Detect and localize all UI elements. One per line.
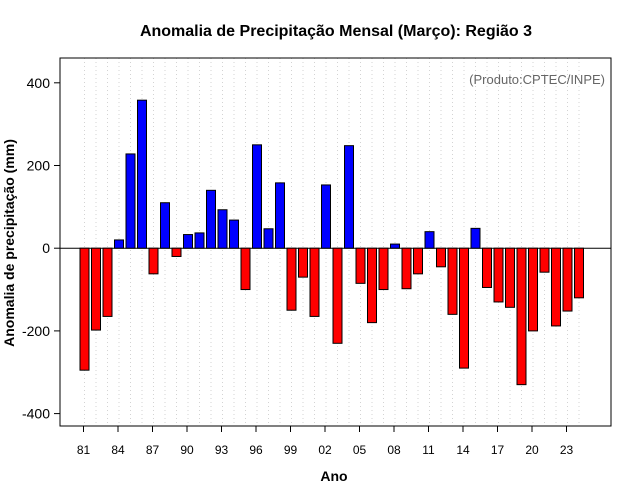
- bar-94: [229, 219, 239, 249]
- bar-12: [436, 247, 446, 268]
- bar-23: [562, 247, 573, 312]
- bar-87: [148, 247, 159, 275]
- bar-98: [275, 182, 285, 249]
- bar-82: [91, 247, 101, 331]
- x-tick-label: 02: [318, 443, 332, 457]
- bar-16: [482, 247, 492, 288]
- bar-84: [114, 239, 124, 249]
- bar-09: [401, 247, 412, 290]
- bar-07: [378, 247, 389, 291]
- x-tick-label: 87: [146, 443, 160, 457]
- bar-85: [125, 153, 136, 249]
- bar-08: [390, 243, 400, 249]
- x-tick-label: 05: [353, 443, 367, 457]
- bar-81: [79, 247, 90, 371]
- bar-21: [539, 247, 550, 273]
- bar-04: [344, 145, 354, 249]
- bar-91: [194, 232, 205, 249]
- x-axis-label: Ano: [320, 468, 347, 484]
- bar-99: [286, 247, 297, 311]
- bar-00: [298, 247, 308, 278]
- bar-92: [206, 189, 216, 249]
- x-tick-label: 23: [560, 443, 574, 457]
- bar-96: [252, 144, 262, 249]
- bar-24: [574, 247, 584, 299]
- bar-93: [217, 209, 228, 249]
- bar-10: [413, 247, 423, 275]
- y-tick-label: 0: [42, 240, 50, 256]
- bar-02: [321, 184, 331, 249]
- x-tick-label: 17: [491, 443, 505, 457]
- bar-90: [183, 234, 193, 249]
- bar-03: [332, 247, 343, 344]
- y-tick-label: -200: [22, 323, 50, 339]
- y-tick-label: -400: [22, 406, 50, 422]
- x-axis: 81 84 87 90 93 96 99 02 05 08 11 14 17 20 23: [77, 426, 574, 457]
- plot-frame: [59, 57, 612, 427]
- bar-series: [79, 99, 584, 386]
- x-tick-label: 81: [77, 443, 91, 457]
- chart-title: Anomalia de Precipitação Mensal (Março):…: [140, 23, 532, 40]
- bar-97: [263, 228, 274, 249]
- x-tick-label: 99: [284, 443, 298, 457]
- bar-05: [355, 247, 366, 284]
- y-axis-label: Anomalia de precipitação (mm): [1, 139, 17, 347]
- bar-83: [102, 247, 113, 317]
- y-axis: -400 -200 0 200 400: [22, 75, 60, 422]
- bar-17: [493, 247, 504, 303]
- bar-19: [516, 247, 527, 386]
- x-tick-label: 20: [525, 443, 539, 457]
- bar-88: [160, 202, 170, 249]
- x-tick-label: 11: [422, 443, 435, 457]
- x-tick-label: 14: [456, 443, 470, 457]
- bar-18: [505, 247, 515, 308]
- y-tick-label: 400: [27, 75, 51, 91]
- bar-11: [424, 231, 435, 249]
- x-tick-label: 08: [387, 443, 401, 457]
- bar-15: [470, 227, 481, 249]
- x-tick-label: 96: [249, 443, 263, 457]
- bar-89: [171, 247, 182, 257]
- bar-22: [551, 247, 561, 327]
- y-tick-label: 200: [27, 158, 51, 174]
- x-tick-label: 93: [215, 443, 229, 457]
- x-tick-label: 90: [180, 443, 194, 457]
- x-tick-label: 84: [111, 443, 125, 457]
- vertical-grid: [84, 58, 580, 426]
- source-note: (Produto:CPTEC/INPE): [469, 72, 605, 87]
- bar-86: [137, 99, 147, 249]
- bar-01: [309, 247, 320, 317]
- bar-14: [459, 247, 469, 369]
- bar-13: [447, 247, 458, 315]
- bar-06: [367, 247, 377, 324]
- bar-95: [240, 247, 251, 291]
- bar-20: [528, 247, 538, 332]
